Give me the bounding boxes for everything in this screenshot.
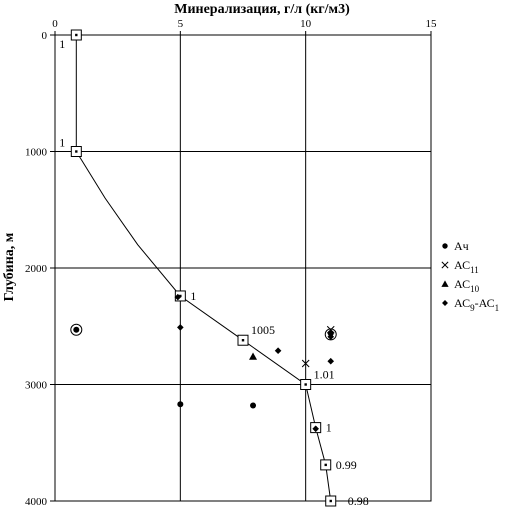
curve-square-dot xyxy=(241,339,245,342)
legend-label: АС9-АС1 xyxy=(454,296,499,313)
legend-label-main: АС xyxy=(454,296,470,310)
legend-marker-circle xyxy=(442,243,448,249)
grid xyxy=(50,31,432,502)
point-annotation: 1 xyxy=(190,289,196,303)
ring-marker xyxy=(70,323,83,336)
series-marker-circle xyxy=(177,401,184,408)
curve-square-dot xyxy=(324,463,327,467)
point-annotation: 1 xyxy=(59,136,65,150)
curve-line xyxy=(75,35,332,502)
chart-title: Минерализация, г/л (кг/м3) xyxy=(174,2,350,17)
series-marker-diamond xyxy=(327,357,335,365)
x-tick-label: 10 xyxy=(300,18,312,30)
legend-marker-triangle xyxy=(441,280,449,287)
curve-square-dot xyxy=(179,294,182,298)
point-annotation: 0.99 xyxy=(336,458,357,472)
series-marker-diamond xyxy=(274,347,282,355)
series-marker-circle xyxy=(73,326,80,333)
curve-square-dot xyxy=(304,383,307,386)
y-tick-label: 3000 xyxy=(25,380,48,392)
series-marker-x xyxy=(301,359,310,368)
series-marker-diamond xyxy=(312,425,319,433)
x-tick-labels: 0 5 10 15 xyxy=(52,18,437,30)
series-marker-x xyxy=(326,325,335,334)
legend-marker-x xyxy=(441,261,449,269)
x-marker-stroke xyxy=(301,359,310,368)
series-marker-triangle xyxy=(249,352,258,360)
legend-label-main: АС xyxy=(454,277,470,291)
x-tick-label: 5 xyxy=(178,18,184,30)
series-marker-diamond xyxy=(327,333,335,341)
point-annotation: 1005 xyxy=(251,323,275,337)
y-tick-label: 2000 xyxy=(25,263,48,275)
x-marker-stroke xyxy=(441,261,449,269)
legend-label-main: АС xyxy=(454,258,470,272)
legend-label-subscript: 9 xyxy=(470,303,475,313)
curve-square-dot xyxy=(75,33,78,37)
y-tick-label: 1000 xyxy=(25,147,48,159)
point-annotations: 1 1 1 1005 1.01 1 0.99 0.98 xyxy=(59,37,368,508)
y-axis-label: Глубина, м xyxy=(2,232,17,301)
x-tick-label: 15 xyxy=(426,18,438,30)
legend-label-main: Ач xyxy=(454,239,469,253)
x-tick-label: 0 xyxy=(52,18,58,30)
series-marker-diamond xyxy=(174,293,182,301)
point-annotation: 1 xyxy=(326,421,332,435)
legend-label: АС11 xyxy=(454,258,479,275)
legend-label: АС10 xyxy=(454,277,480,294)
y-tick-label: 0 xyxy=(42,30,48,42)
series-marker-diamond xyxy=(177,324,184,331)
legend-label-subscript: 11 xyxy=(470,265,479,275)
legend-label-tail: -АС xyxy=(475,296,495,310)
point-annotation: 1.01 xyxy=(314,368,335,382)
legend-label: Ач xyxy=(454,239,469,253)
curve-square-dot xyxy=(329,499,332,503)
x-marker-stroke xyxy=(326,325,335,334)
scatter-series xyxy=(70,293,337,433)
y-tick-labels: 0 1000 2000 3000 4000 xyxy=(25,30,48,508)
point-annotation: 1 xyxy=(59,37,65,51)
y-tick-label: 4000 xyxy=(25,496,48,508)
legend-label-tail-subscript: 1 xyxy=(495,303,500,313)
series-marker-circle xyxy=(250,402,257,409)
legend-label-subscript: 10 xyxy=(470,284,480,294)
curve-square-dot xyxy=(75,150,78,153)
point-annotation: 0.98 xyxy=(348,494,369,508)
legend-marker-diamond xyxy=(442,300,448,306)
